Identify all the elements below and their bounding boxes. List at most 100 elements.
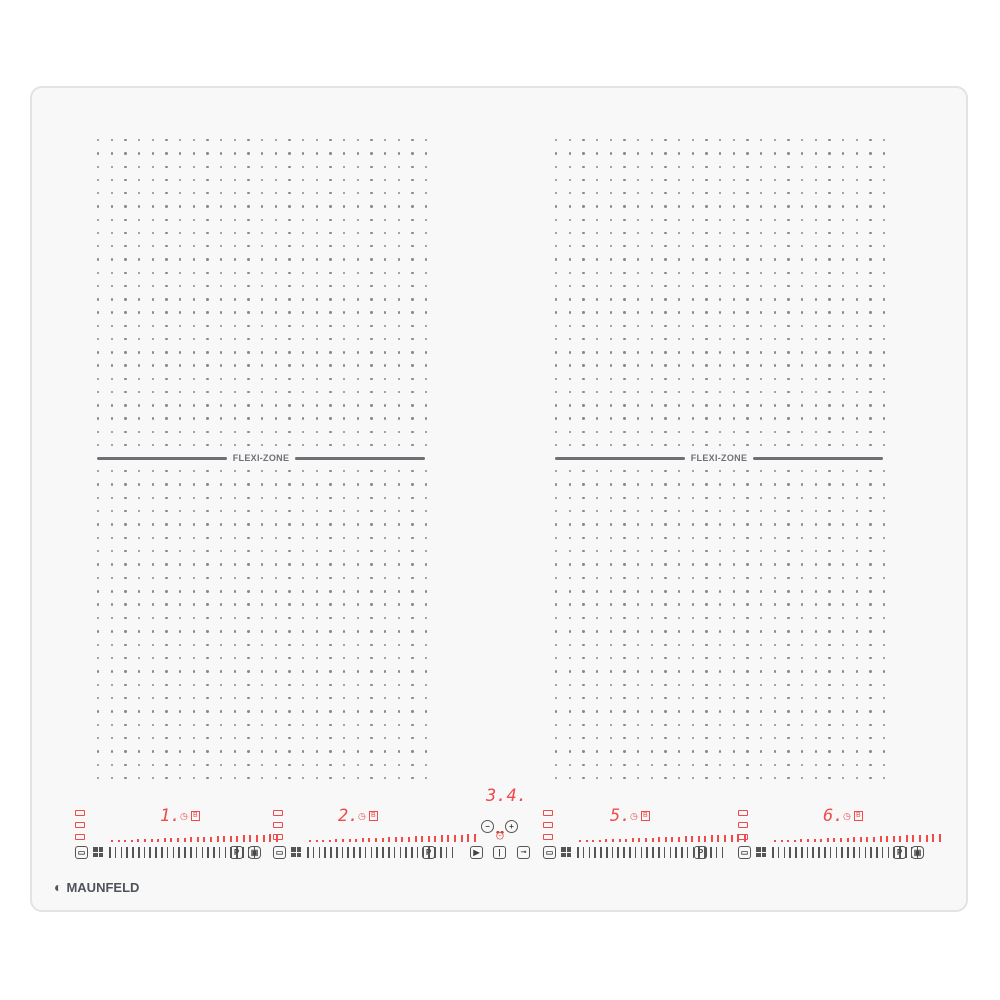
zone-dot (220, 483, 223, 486)
zone-dot (247, 696, 250, 700)
zone-dot (787, 656, 790, 660)
plus-button[interactable]: + (505, 820, 518, 833)
pause-button[interactable]: P (893, 846, 906, 859)
zone-dot (302, 364, 305, 367)
pan-icon[interactable]: ▭ (273, 846, 286, 859)
zone-dot (760, 710, 763, 713)
zone-dot (596, 444, 599, 447)
zone-dot (370, 616, 373, 620)
pan-icon[interactable]: ▭ (75, 846, 88, 859)
boost-icon[interactable]: ▣ (911, 846, 924, 859)
zone-dot (97, 444, 100, 447)
zone-dot (356, 616, 360, 620)
zone-dot (664, 337, 667, 341)
zone-dot (97, 390, 100, 394)
minus-button[interactable]: − (481, 820, 494, 833)
zone-dot (855, 258, 859, 261)
zone-dot (220, 192, 223, 195)
zone-dot (165, 496, 168, 500)
pan-icon[interactable]: ▭ (738, 846, 751, 859)
bridge-icon[interactable] (756, 847, 766, 857)
boost-icon[interactable]: ▣ (248, 846, 261, 859)
zone-dot (206, 271, 209, 274)
zone-dot (151, 496, 155, 500)
zone-dot (691, 630, 695, 633)
zone-dot (869, 496, 872, 500)
power-slider[interactable] (577, 847, 724, 858)
zone-dot (261, 178, 264, 182)
pan-icon[interactable]: ▭ (543, 846, 556, 859)
zone-dot (206, 298, 209, 301)
pause-button[interactable]: P (230, 846, 243, 859)
zone-dot (151, 723, 155, 726)
zone-dot (261, 245, 264, 248)
zone-dot (568, 576, 572, 580)
zone-dot (110, 710, 114, 713)
zone-dot (370, 271, 373, 274)
power-slider[interactable] (772, 847, 919, 858)
play-icon[interactable]: ▶ (470, 846, 483, 859)
pause-button[interactable]: P (422, 846, 435, 859)
zone-dot (315, 696, 319, 700)
zone-dot (192, 404, 196, 407)
zone-dot (842, 351, 845, 354)
zone-dot (302, 178, 305, 182)
zone-dot (233, 763, 237, 767)
zone-dot (138, 643, 141, 646)
zone-dot (343, 364, 346, 367)
zone-dot (746, 616, 749, 620)
zone-dot (732, 670, 736, 673)
zone-dot (425, 683, 428, 686)
zone-dot (609, 670, 613, 673)
zone-dot (220, 683, 223, 686)
zone-dot (425, 298, 428, 301)
zone-dot (315, 218, 319, 221)
zone-dot (397, 777, 401, 780)
zone-dot (787, 377, 790, 381)
zone-dot (801, 218, 804, 221)
zone-dot (609, 723, 613, 726)
lock-icon[interactable]: ⊸ (517, 846, 530, 859)
zone-dot (787, 178, 790, 182)
zone-dot (356, 576, 360, 580)
zone-dot (302, 271, 305, 274)
bridge-icon[interactable] (291, 847, 301, 857)
power-icon[interactable]: | (493, 846, 506, 859)
zone-dot (151, 590, 155, 593)
bridge-icon[interactable] (93, 847, 103, 857)
zone-dot (151, 643, 155, 646)
zone-dot (719, 536, 722, 540)
zone-dot (206, 576, 209, 580)
zone-dot (274, 710, 278, 713)
zone-dot (596, 218, 599, 221)
zone-dot (705, 710, 708, 713)
zone-dot (855, 590, 859, 593)
zone-dot (719, 324, 722, 328)
zone-dot (596, 390, 599, 394)
zone-dot (773, 470, 777, 473)
zone-dot (206, 139, 209, 142)
zone-dot (814, 696, 818, 700)
zone-dot (138, 590, 141, 593)
zone-dot (568, 377, 572, 381)
bridge-icon[interactable] (561, 847, 571, 857)
zone-dot (233, 736, 237, 740)
zone-dot (828, 750, 831, 753)
zone-dot (691, 723, 695, 726)
zone-dot (233, 536, 237, 540)
zone-dot (732, 324, 736, 328)
zone-dot (582, 496, 585, 500)
zone-dot (678, 643, 681, 646)
pause-button[interactable]: P (694, 846, 707, 859)
zone-dot (719, 271, 722, 274)
zone-dot (678, 284, 681, 288)
zone-dot (609, 696, 613, 700)
zone-dot (760, 496, 763, 500)
zone-dot (609, 205, 613, 208)
zone-dot (678, 377, 681, 381)
zone-dot (842, 656, 845, 660)
zone-dot (261, 192, 264, 195)
zone-dot (814, 404, 818, 407)
zone-dot (151, 311, 155, 314)
zone-dot (343, 523, 346, 526)
